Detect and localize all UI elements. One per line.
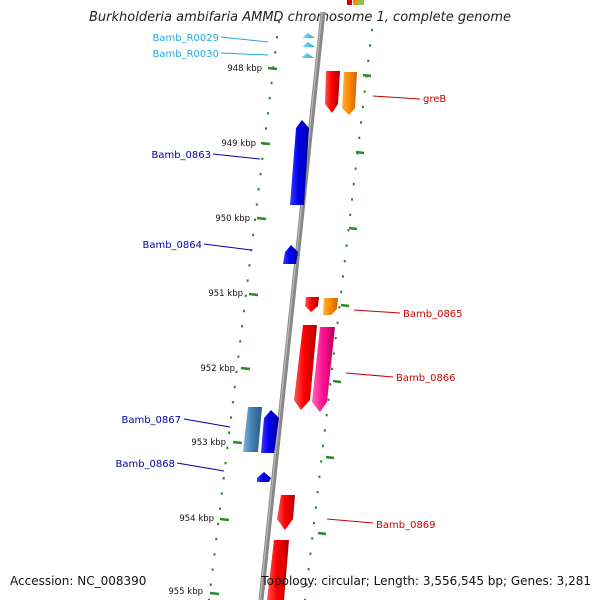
gene-bamb-0863[interactable] xyxy=(290,120,309,205)
gene-bamb-0866[interactable] xyxy=(294,325,335,412)
gene-label[interactable]: Bamb_R0030 xyxy=(153,49,219,60)
scale-tick: 948 kbp xyxy=(227,64,278,74)
right-ruler-dots xyxy=(303,28,373,600)
tick-label: 951 kbp xyxy=(208,289,243,299)
gene-label[interactable]: Bamb_0869 xyxy=(376,520,436,531)
scale-tick: 954 kbp xyxy=(179,514,230,524)
gene-bamb-0864[interactable] xyxy=(283,245,298,264)
scale-tick: 951 kbp xyxy=(208,289,259,299)
right-scale-dashes xyxy=(317,73,372,536)
gene-bamb-0865[interactable] xyxy=(305,297,338,315)
scale-tick: 953 kbp xyxy=(191,438,243,448)
chromosome-backbone xyxy=(258,11,326,600)
kbp-scale: 948 kbp 949 kbp 950 kbp 951 kbp 952 kbp … xyxy=(168,64,278,597)
scale-tick: 952 kbp xyxy=(200,364,251,374)
gene-bamb-0869[interactable] xyxy=(267,495,295,600)
gene-label[interactable]: Bamb_0864 xyxy=(142,240,202,251)
scale-tick: 955 kbp xyxy=(168,587,220,597)
gene-label[interactable]: Bamb_0865 xyxy=(403,309,463,320)
gene-bamb-r0030[interactable] xyxy=(301,42,315,58)
gene-bamb-r0029[interactable] xyxy=(302,33,315,38)
tick-label: 955 kbp xyxy=(168,587,203,597)
scale-tick: 949 kbp xyxy=(221,139,271,149)
topology-text: Topology: circular; Length: 3,556,545 bp… xyxy=(261,574,591,588)
gene-label[interactable]: Bamb_0866 xyxy=(396,373,456,384)
tick-label: 950 kbp xyxy=(215,214,250,224)
gene-labels: Bamb_R0029 Bamb_R0030 greB Bamb_0863 Bam… xyxy=(115,33,462,531)
scale-tick: 950 kbp xyxy=(215,214,267,224)
tick-label: 954 kbp xyxy=(179,514,214,524)
map-title: Burkholderia ambifaria AMMD chromosome 1… xyxy=(88,10,512,25)
chromosome-backbone-highlight xyxy=(259,11,323,600)
gene-label[interactable]: Bamb_R0029 xyxy=(153,33,219,44)
accession-text: Accession: NC_008390 xyxy=(10,574,147,588)
gene-label[interactable]: Bamb_0867 xyxy=(121,415,181,426)
tick-label: 953 kbp xyxy=(191,438,226,448)
gene-label[interactable]: Bamb_0863 xyxy=(151,150,211,161)
top-partial-features xyxy=(347,0,364,5)
gene-bamb-0867[interactable] xyxy=(243,407,279,453)
gene-label[interactable]: greB xyxy=(423,94,446,105)
tick-label: 949 kbp xyxy=(221,139,256,149)
gene-bamb-0868[interactable] xyxy=(257,472,271,482)
gene-label[interactable]: Bamb_0868 xyxy=(115,459,175,470)
tick-label: 952 kbp xyxy=(200,364,235,374)
tick-label: 948 kbp xyxy=(227,64,262,74)
callout-lines xyxy=(176,36,421,524)
gene-greb[interactable] xyxy=(325,71,357,115)
